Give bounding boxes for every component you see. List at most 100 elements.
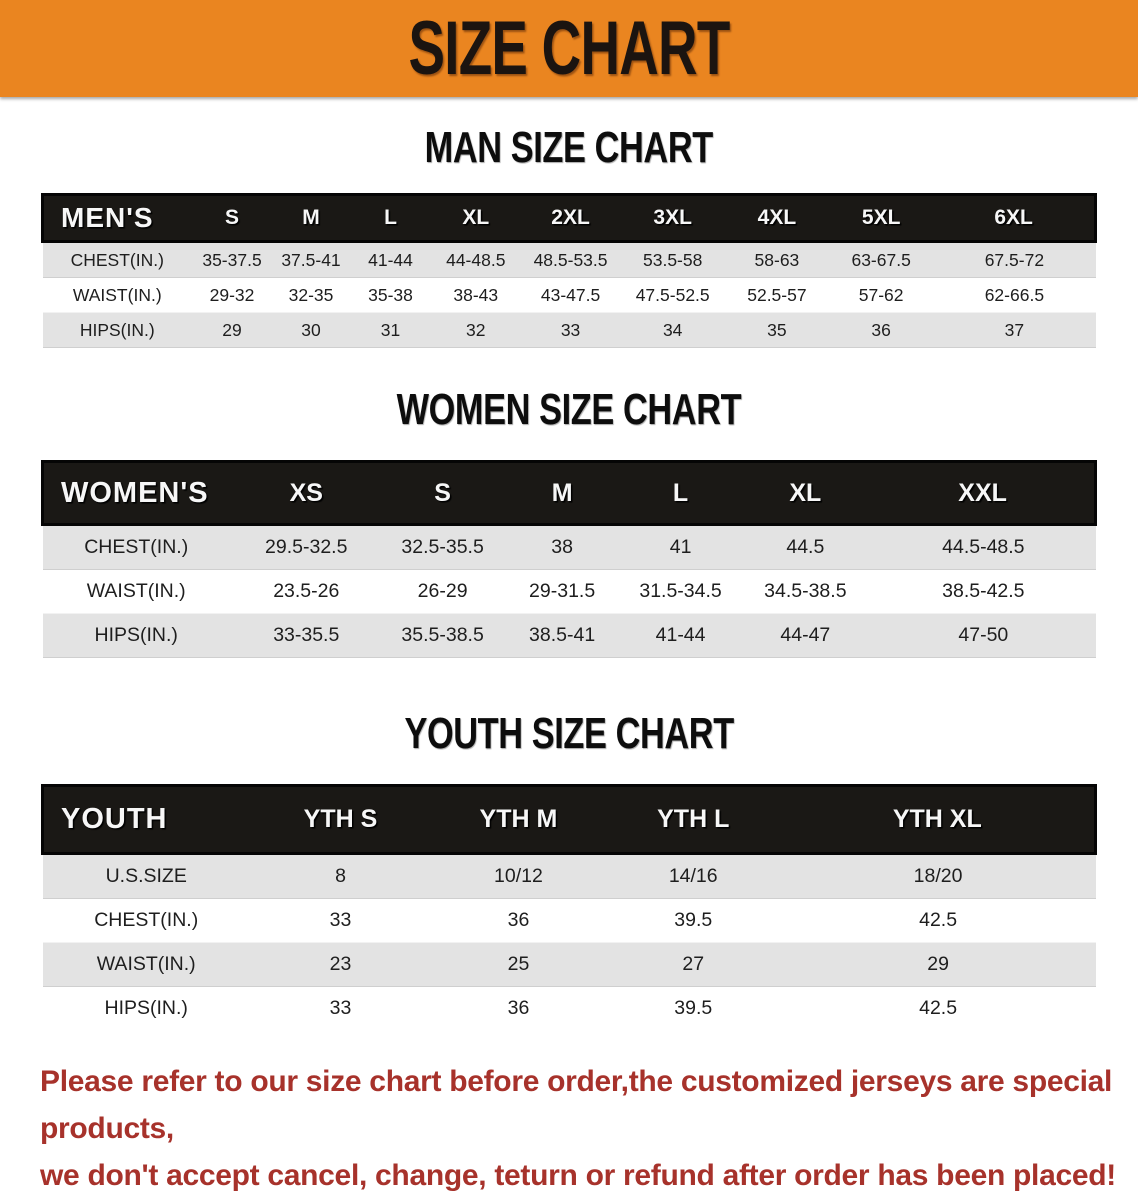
youth-row-label: CHEST(IN.) [42,898,250,943]
men-column-header: 2XL [520,193,621,243]
men-column-header: 4XL [724,193,830,243]
men-cell: 47.5-52.5 [620,277,725,313]
men-cell: 43-47.5 [520,277,621,313]
youth-section-title: YOUTH SIZE CHART [0,710,1138,758]
men-row-label: WAIST(IN.) [42,277,193,313]
women-cell: 44.5-48.5 [871,524,1096,570]
men-cell: 41-44 [349,241,432,278]
youth-column-header: YTH L [605,784,781,855]
women-section-title: WOMEN SIZE CHART [0,386,1138,434]
men-cell: 53.5-58 [620,241,725,278]
women-corner-label: WOMEN'S [40,460,230,526]
men-cell: 33 [520,312,621,348]
men-column-header: S [192,193,273,243]
men-cell: 29 [192,312,273,348]
women-table-row: WAIST(IN.) 23.5-26 26-29 29-31.5 31.5-34.5 34… [42,569,1096,614]
men-cell: 63-67.5 [829,241,934,278]
women-column-header: XS [229,460,383,526]
men-cell: 35-38 [349,277,432,313]
youth-cell: 23 [249,942,432,987]
men-column-header: L [349,193,432,243]
men-column-header: M [272,193,350,243]
women-column-header: S [382,460,503,526]
disclaimer-line-2: we don't accept cancel, change, teturn o… [40,1159,1116,1192]
youth-column-header: YTH XL [780,784,1097,855]
youth-row-label: WAIST(IN.) [42,942,250,987]
men-cell: 35 [724,312,830,348]
men-cell: 30 [272,312,350,348]
women-table-row: HIPS(IN.) 33-35.5 35.5-38.5 38.5-41 41-44 44-… [42,613,1096,658]
youth-cell: 8 [249,853,432,899]
youth-row-label: U.S.SIZE [42,853,250,899]
size-chart-section-women: WOMEN SIZE CHART WOMEN'S XS S M L XL XXL CHEST(I… [0,386,1138,658]
size-chart-section-men: MAN SIZE CHART MEN'S S M L XL 2XL 3XL 4XL 5XL 6XL C… [0,124,1138,348]
men-cell: 32 [431,312,521,348]
men-section-title-text: MAN SIZE CHART [424,123,714,172]
youth-cell: 33 [249,898,432,943]
men-cell: 31 [349,312,432,348]
men-header-row: MEN'S S M L XL 2XL 3XL 4XL 5XL 6XL [41,193,1098,243]
women-cell: 34.5-38.5 [739,569,872,614]
youth-size-table: YOUTH YTH S YTH M YTH L YTH XL U.S.SIZE 8 10/12… [40,784,1097,1030]
men-cell: 38-43 [431,277,521,313]
men-cell: 52.5-57 [724,277,830,313]
youth-cell: 42.5 [780,898,1096,943]
men-table-row: CHEST(IN.) 35-37.5 37.5-41 41-44 44-48.5 48.5… [42,241,1096,278]
youth-cell: 25 [431,942,606,987]
men-table-row: WAIST(IN.) 29-32 32-35 35-38 38-43 43-47.5 47.… [42,277,1096,313]
men-cell: 37.5-41 [272,241,350,278]
size-chart-section-youth: YOUTH SIZE CHART YOUTH YTH S YTH M YTH L YTH … [0,710,1138,1030]
women-row-label: HIPS(IN.) [42,613,230,658]
youth-cell: 29 [780,942,1096,987]
men-cell: 67.5-72 [933,241,1096,278]
men-row-label: HIPS(IN.) [42,312,193,348]
men-cell: 36 [829,312,934,348]
youth-column-header: YTH S [249,784,432,855]
women-cell: 38.5-42.5 [871,569,1096,614]
youth-corner-label: YOUTH [40,784,250,855]
men-corner-label: MEN'S [41,193,193,243]
women-cell: 33-35.5 [229,613,383,658]
men-cell: 37 [933,312,1096,348]
women-header-row: WOMEN'S XS S M L XL XXL [40,460,1098,526]
men-section-title: MAN SIZE CHART [0,124,1138,172]
men-cell: 29-32 [192,277,273,313]
men-cell: 32-35 [272,277,350,313]
men-cell: 34 [620,312,725,348]
youth-cell: 39.5 [605,986,781,1030]
youth-table-row: HIPS(IN.) 33 36 39.5 42.5 [42,986,1096,1030]
youth-section-title-text: YOUTH SIZE CHART [404,709,734,758]
men-size-table: MEN'S S M L XL 2XL 3XL 4XL 5XL 6XL CHEST(IN.) 35-37… [41,193,1098,348]
women-cell: 38.5-41 [502,613,622,658]
youth-cell: 27 [605,942,781,987]
men-column-header: 5XL [829,193,934,243]
men-row-label: CHEST(IN.) [42,241,193,278]
women-cell: 35.5-38.5 [382,613,503,658]
women-column-header: M [502,460,622,526]
women-column-header: L [621,460,740,526]
banner-title: SIZE CHART [408,5,730,91]
women-cell: 32.5-35.5 [382,524,503,570]
youth-cell: 36 [431,986,606,1030]
youth-row-label: HIPS(IN.) [42,986,250,1030]
youth-cell: 33 [249,986,432,1030]
men-column-header: 3XL [620,193,725,243]
size-charts: MAN SIZE CHART MEN'S S M L XL 2XL 3XL 4XL 5XL 6XL C… [0,124,1138,1030]
youth-header-row: YOUTH YTH S YTH M YTH L YTH XL [40,784,1097,855]
men-table-row: HIPS(IN.) 29 30 31 32 33 34 35 36 37 [42,312,1096,348]
women-column-header: XXL [871,460,1098,526]
youth-column-header: YTH M [431,784,606,855]
youth-table-row: WAIST(IN.) 23 25 27 29 [42,942,1096,987]
women-cell: 38 [502,524,622,570]
women-cell: 41 [621,524,740,570]
size-chart-banner: SIZE CHART [0,0,1138,97]
men-column-header: XL [431,193,521,243]
men-cell: 58-63 [724,241,830,278]
women-cell: 47-50 [871,613,1096,658]
youth-cell: 42.5 [780,986,1096,1030]
men-cell: 35-37.5 [192,241,273,278]
youth-cell: 18/20 [780,853,1096,899]
disclaimer-line-1: Please refer to our size chart before or… [40,1065,1113,1145]
men-cell: 48.5-53.5 [520,241,621,278]
men-cell: 57-62 [829,277,934,313]
